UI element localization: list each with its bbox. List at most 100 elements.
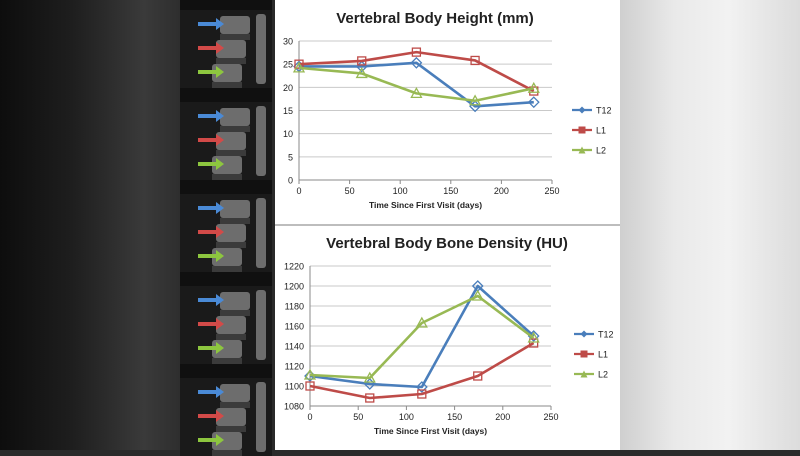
disc-shape [216, 426, 246, 432]
green-arrow-icon [198, 158, 224, 170]
x-tick-label: 50 [353, 412, 363, 422]
y-tick-label: 15 [283, 106, 293, 116]
legend-label: T12 [596, 106, 612, 116]
chart-title: Vertebral Body Height (mm) [336, 10, 534, 27]
x-tick-label: 200 [494, 186, 509, 196]
series-line-l1 [298, 50, 535, 93]
vertebra-shape [220, 16, 250, 34]
data-point-triangle [415, 316, 428, 328]
legend-marker [580, 370, 588, 378]
disc-shape [220, 402, 250, 408]
spinous-process-shape [256, 106, 266, 176]
series-line-t12 [299, 61, 534, 108]
ct-scan-image [180, 102, 272, 180]
disc-shape [220, 126, 250, 132]
legend-label: L2 [598, 370, 608, 380]
y-tick-label: 10 [283, 129, 293, 139]
spinous-process-shape [256, 198, 266, 268]
ct-scan-image [180, 286, 272, 364]
data-point-square [470, 55, 480, 66]
legend-label: L1 [598, 350, 608, 360]
y-tick-label: 1120 [285, 362, 304, 372]
x-axis-label: Time Since First Visit (days) [369, 200, 482, 210]
legend-label: L2 [596, 146, 606, 156]
red-arrow-icon [198, 42, 224, 54]
disc-shape [212, 266, 242, 272]
y-tick-label: 0 [288, 176, 293, 186]
data-point-triangle [303, 368, 317, 380]
height-chart: Vertebral Body Height (mm) 0 5 10 15 20 25 30 0 5… [283, 10, 612, 210]
vertebra-shape [220, 108, 250, 126]
data-point-square [528, 338, 539, 348]
ct-scan-image [180, 194, 272, 272]
disc-shape [216, 334, 246, 340]
chart-title: Vertebral Body Bone Density (HU) [326, 235, 568, 252]
legend-label: L1 [596, 126, 606, 136]
data-point-triangle [363, 371, 376, 383]
blurred-background-left [0, 0, 180, 450]
ct-scan-image [180, 10, 272, 88]
disc-shape [212, 82, 242, 88]
disc-shape [220, 218, 250, 224]
series-line-l1 [309, 341, 535, 400]
disc-shape [220, 310, 250, 316]
vertebra-shape [220, 292, 250, 310]
disc-shape [220, 34, 250, 40]
legend-marker [580, 350, 588, 358]
y-tick-label: 1220 [284, 262, 304, 272]
data-point-triangle [292, 61, 306, 73]
spinous-process-shape [256, 14, 266, 84]
vertebra-shape [220, 200, 250, 218]
ct-scan-image [180, 378, 272, 456]
disc-shape [216, 150, 246, 156]
x-tick-label: 250 [544, 186, 559, 196]
green-arrow-icon [198, 342, 224, 354]
vertebra-shape [220, 384, 250, 402]
ct-scan-column [180, 0, 272, 456]
data-point-triangle [468, 94, 482, 106]
data-point-triangle [527, 331, 540, 343]
green-arrow-icon [198, 434, 224, 446]
green-arrow-icon [198, 250, 224, 262]
data-point-triangle [471, 289, 484, 301]
data-point-square [305, 381, 315, 391]
y-tick-label: 1180 [285, 302, 304, 312]
data-point-triangle [355, 67, 368, 79]
height-chart-panel: Vertebral Body Height (mm) 0 5 10 15 20 25 30 0 5… [275, 0, 620, 224]
density-chart-panel: Vertebral Body Bone Density (HU) 1080 1100… [275, 226, 620, 450]
data-point-diamond [527, 96, 540, 109]
disc-shape [216, 58, 246, 64]
x-tick-label: 50 [345, 186, 355, 196]
green-arrow-icon [198, 66, 224, 78]
legend-marker [580, 330, 588, 338]
red-arrow-icon [198, 134, 224, 146]
blurred-background-right [620, 0, 800, 450]
disc-shape [212, 358, 242, 364]
red-arrow-icon [198, 318, 224, 330]
y-tick-label: 1100 [285, 382, 304, 392]
legend-marker [578, 146, 586, 154]
blue-arrow-icon [198, 18, 224, 30]
disc-shape [216, 242, 246, 248]
legend-marker [578, 106, 586, 114]
data-point-square [411, 47, 422, 57]
data-point-triangle [527, 81, 540, 93]
x-tick-label: 200 [495, 412, 510, 422]
blue-arrow-icon [198, 294, 224, 306]
series-line-t12 [309, 284, 535, 389]
x-tick-label: 0 [296, 186, 301, 196]
y-tick-label: 1080 [284, 402, 304, 412]
data-point-square [417, 389, 427, 399]
data-point-square [357, 56, 367, 66]
data-point-square [473, 371, 483, 381]
x-tick-label: 150 [443, 186, 458, 196]
panel-divider [275, 224, 620, 226]
disc-shape [212, 450, 242, 456]
x-tick-label: 0 [307, 412, 312, 422]
data-point-diamond [410, 56, 423, 69]
blue-arrow-icon [198, 386, 224, 398]
data-point-triangle [410, 87, 423, 99]
y-tick-label: 30 [283, 37, 293, 47]
data-point-square [365, 393, 375, 403]
y-tick-label: 5 [288, 152, 293, 162]
